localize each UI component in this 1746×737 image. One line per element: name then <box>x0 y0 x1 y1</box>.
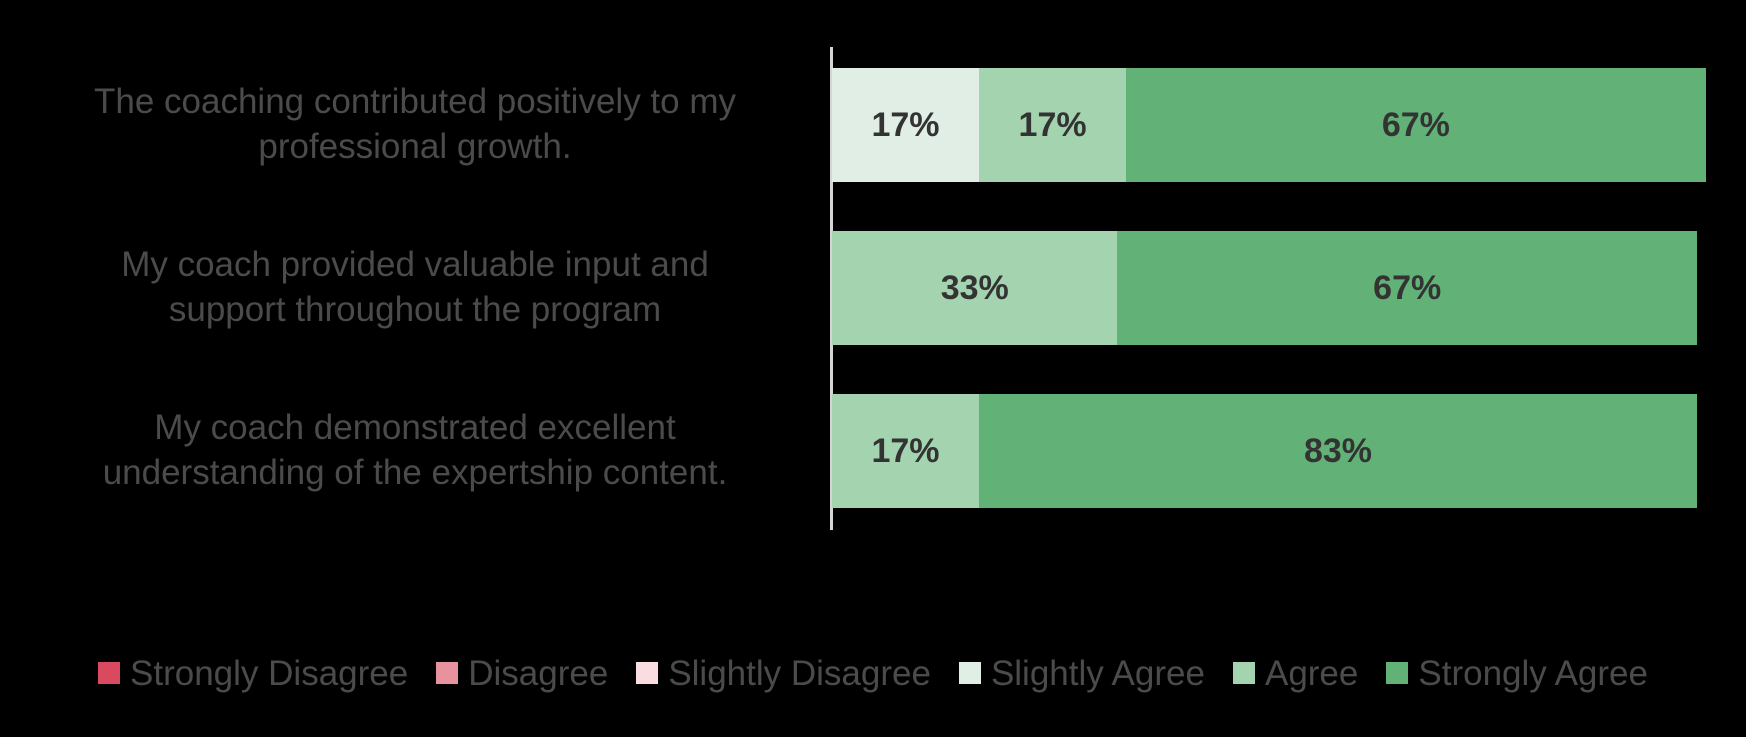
legend-label: Strongly Disagree <box>130 653 409 693</box>
legend-label: Strongly Agree <box>1418 653 1648 693</box>
bar-segment[interactable]: 17% <box>832 68 980 182</box>
legend-item[interactable]: Disagree <box>436 656 608 691</box>
legend-swatch-icon <box>958 662 981 684</box>
bar-row-label: My coach demonstrated excellent understa… <box>102 408 728 492</box>
bar-segment-value: 17% <box>871 431 940 470</box>
bar-row-label: My coach provided valuable input and sup… <box>121 245 709 329</box>
category-axis-line <box>830 47 833 530</box>
legend-item[interactable]: Strongly Agree <box>1386 656 1648 691</box>
legend-label: Disagree <box>468 653 609 693</box>
legend-label: Agree <box>1264 653 1359 693</box>
bar-segment[interactable]: 67% <box>1117 231 1697 345</box>
bar-row: My coach demonstrated excellent understa… <box>0 394 1746 508</box>
bar-segment-value: 83% <box>1303 431 1373 470</box>
bar-row-label: The coaching contributed positively to m… <box>94 82 736 166</box>
bar-row: My coach provided valuable input and sup… <box>0 231 1746 345</box>
legend-item[interactable]: Agree <box>1232 653 1359 693</box>
bar-segment-value: 67% <box>1373 268 1442 307</box>
legend-label: Slightly Disagree <box>668 653 931 693</box>
bar-segment[interactable]: 83% <box>979 394 1697 508</box>
legend-swatch-icon <box>98 662 121 684</box>
legend-item[interactable]: Slightly Agree <box>958 653 1205 693</box>
bar-row: The coaching contributed positively to m… <box>0 68 1746 182</box>
legend-item[interactable]: Strongly Disagree <box>98 656 408 691</box>
legend-swatch-icon <box>636 662 659 684</box>
bar-segment-value: 33% <box>940 268 1009 307</box>
legend-swatch-icon <box>1232 662 1255 684</box>
plot-area: The coaching contributed positively to m… <box>0 47 1746 530</box>
bar-segment-value: 17% <box>1018 105 1087 144</box>
bar-track: 17% 17% 67% <box>832 68 1706 182</box>
bar-segment-value: 17% <box>871 105 940 144</box>
bar-segment[interactable]: 67% <box>1126 68 1706 182</box>
legend-swatch-icon <box>436 662 459 684</box>
bar-track: 17% 83% <box>832 394 1697 508</box>
bar-segment[interactable]: 33% <box>832 231 1118 345</box>
legend-item[interactable]: Slightly Disagree <box>636 656 931 691</box>
bar-segment[interactable]: 17% <box>979 68 1127 182</box>
legend-swatch-icon <box>1386 662 1409 684</box>
bar-track: 33% 67% <box>832 231 1697 345</box>
chart-legend: Strongly Disagree Disagree Slightly Disagr… <box>0 645 1746 701</box>
legend-label: Slightly Agree <box>990 653 1205 693</box>
bar-segment-value: 67% <box>1381 105 1450 144</box>
bar-segment[interactable]: 17% <box>832 394 980 508</box>
